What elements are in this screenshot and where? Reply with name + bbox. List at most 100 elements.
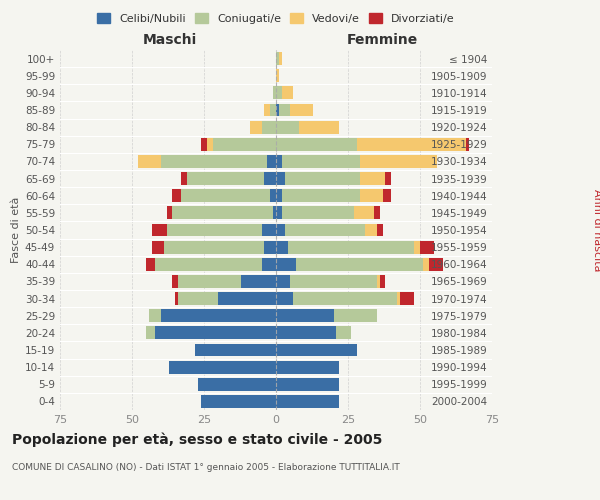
Bar (276, 240, 287, 254)
Bar (265, 240, 276, 254)
Bar (212, 138, 276, 150)
Bar (276, 155, 282, 168)
Bar (155, 326, 276, 340)
Bar (284, 224, 365, 236)
Bar (337, 326, 351, 340)
Bar (169, 360, 276, 374)
Text: COMUNE DI CASALINO (NO) - Dati ISTAT 1° gennaio 2005 - Elaborazione TUTTITALIA.I: COMUNE DI CASALINO (NO) - Dati ISTAT 1° … (12, 462, 400, 471)
Bar (420, 240, 434, 254)
Bar (167, 206, 172, 220)
Bar (279, 104, 290, 117)
Bar (161, 155, 268, 168)
Bar (273, 86, 276, 100)
Bar (359, 190, 383, 202)
Bar (276, 138, 356, 150)
Bar (276, 258, 296, 270)
Bar (181, 190, 270, 202)
Bar (262, 224, 276, 236)
Bar (377, 224, 383, 236)
Bar (282, 155, 359, 168)
Bar (196, 344, 276, 356)
Bar (181, 172, 187, 185)
Bar (172, 190, 181, 202)
Bar (201, 138, 207, 150)
Bar (354, 206, 374, 220)
Bar (466, 138, 469, 150)
Bar (374, 206, 380, 220)
Bar (365, 224, 377, 236)
Bar (423, 258, 428, 270)
Bar (290, 275, 377, 288)
Bar (172, 206, 273, 220)
Text: Popolazione per età, sesso e stato civile - 2005: Popolazione per età, sesso e stato civil… (12, 432, 382, 447)
Bar (167, 224, 262, 236)
Bar (138, 155, 161, 168)
Bar (299, 120, 340, 134)
Bar (175, 292, 178, 305)
Bar (149, 310, 161, 322)
Bar (282, 86, 293, 100)
Bar (400, 292, 414, 305)
Bar (276, 190, 282, 202)
Bar (287, 240, 414, 254)
Bar (282, 190, 359, 202)
Bar (296, 258, 423, 270)
Bar (359, 172, 385, 185)
Bar (276, 70, 279, 82)
Bar (397, 292, 400, 305)
Bar (155, 258, 262, 270)
Bar (276, 172, 284, 185)
Bar (218, 292, 276, 305)
Bar (276, 86, 282, 100)
Bar (172, 275, 178, 288)
Bar (377, 275, 380, 288)
Bar (250, 120, 262, 134)
Text: Maschi: Maschi (142, 32, 197, 46)
Bar (146, 258, 155, 270)
Bar (276, 206, 282, 220)
Bar (293, 292, 397, 305)
Bar (276, 224, 284, 236)
Bar (241, 275, 276, 288)
Bar (359, 155, 437, 168)
Bar (262, 120, 276, 134)
Bar (279, 52, 282, 65)
Bar (383, 190, 391, 202)
Bar (290, 104, 313, 117)
Bar (276, 104, 279, 117)
Bar (284, 172, 359, 185)
Bar (178, 292, 218, 305)
Bar (268, 155, 276, 168)
Legend: Celibi/Nubili, Coniugati/e, Vedovi/e, Divorziati/e: Celibi/Nubili, Coniugati/e, Vedovi/e, Di… (93, 9, 459, 29)
Bar (262, 258, 276, 270)
Bar (276, 292, 293, 305)
Bar (198, 378, 276, 390)
Bar (276, 326, 337, 340)
Bar (146, 326, 155, 340)
Text: Anni di nascita: Anni di nascita (592, 188, 600, 271)
Bar (164, 240, 265, 254)
Bar (265, 104, 270, 117)
Bar (414, 240, 420, 254)
Bar (273, 206, 276, 220)
Bar (152, 224, 167, 236)
Bar (385, 172, 391, 185)
Bar (276, 52, 279, 65)
Bar (276, 310, 334, 322)
Text: Femmine: Femmine (347, 32, 418, 46)
Bar (356, 138, 466, 150)
Bar (178, 275, 241, 288)
Bar (161, 310, 276, 322)
Bar (201, 395, 276, 408)
Bar (334, 310, 377, 322)
Bar (276, 120, 299, 134)
Bar (276, 395, 340, 408)
Y-axis label: Fasce di età: Fasce di età (11, 197, 21, 263)
Bar (276, 344, 356, 356)
Bar (270, 190, 276, 202)
Bar (207, 138, 212, 150)
Bar (152, 240, 164, 254)
Bar (428, 258, 443, 270)
Bar (270, 104, 276, 117)
Bar (380, 275, 385, 288)
